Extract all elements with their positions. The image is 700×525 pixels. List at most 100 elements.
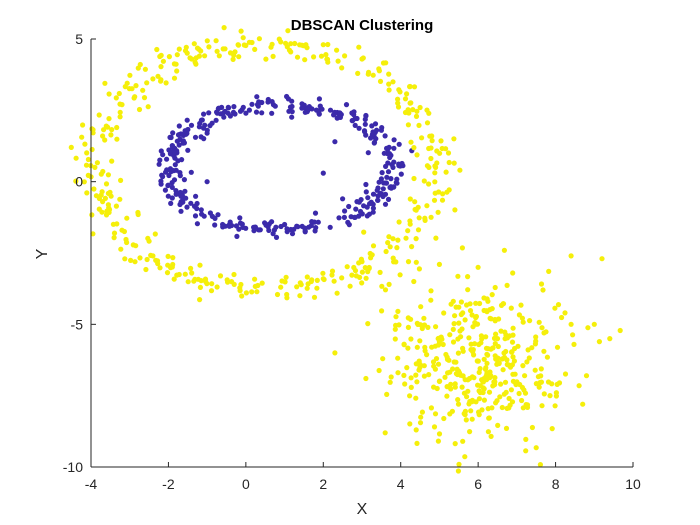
data-point-outer-ring <box>403 235 409 241</box>
data-point-inner <box>216 105 222 111</box>
data-point-blob <box>380 356 386 362</box>
data-point-blob <box>520 363 526 369</box>
data-point-outer-ring <box>386 234 392 240</box>
data-point-blob <box>484 360 490 366</box>
data-point-blob <box>460 438 466 444</box>
data-point-blob <box>379 308 385 314</box>
data-point-blob <box>490 345 496 351</box>
data-point-outer-ring <box>144 80 150 86</box>
data-point-blob <box>519 397 525 404</box>
data-point-outer-ring <box>393 259 399 265</box>
data-point-inner <box>201 111 207 117</box>
data-point-outer-ring <box>429 133 435 139</box>
data-point-blob <box>384 391 390 397</box>
data-point-outer-ring <box>170 255 176 261</box>
data-point-blob <box>526 355 532 361</box>
data-point-outer-ring <box>222 46 228 52</box>
data-point-inner <box>196 124 202 130</box>
data-point-outer-ring <box>113 203 119 209</box>
data-point-inner <box>378 127 384 133</box>
data-point-blob <box>509 399 516 405</box>
data-point-inner <box>316 96 322 102</box>
data-point-inner <box>207 123 213 129</box>
data-point-inner <box>176 142 182 148</box>
data-point-inner <box>165 182 171 188</box>
data-point-outer-ring <box>137 255 143 261</box>
data-point-inner <box>365 150 371 156</box>
data-point-outer-ring <box>105 202 111 208</box>
data-point-outer-ring <box>369 252 375 258</box>
data-point-blob <box>522 390 529 396</box>
data-point-outer-ring <box>394 245 400 251</box>
data-point-blob <box>476 396 482 402</box>
data-point-outer-ring <box>173 61 179 67</box>
data-point-blob <box>482 366 489 372</box>
data-point-blob <box>435 336 441 342</box>
data-point-outer-ring <box>302 57 308 63</box>
data-point-blob <box>495 422 501 428</box>
data-point-outer-ring <box>113 95 119 101</box>
data-point-inner <box>227 113 233 119</box>
data-point-outer-ring <box>438 138 444 144</box>
data-point-inner <box>349 110 355 116</box>
data-point-outer-ring <box>166 54 172 60</box>
data-point-blob <box>386 281 392 287</box>
data-point-outer-ring <box>145 104 151 110</box>
data-point-blob <box>520 319 526 325</box>
data-point-blob <box>458 334 464 340</box>
data-point-inner <box>239 221 245 227</box>
data-point-inner <box>353 206 359 212</box>
data-point-outer-ring <box>359 280 365 286</box>
data-point-blob <box>402 381 408 387</box>
data-point-inner <box>201 213 207 219</box>
data-point-blob <box>440 341 446 348</box>
data-point-blob <box>450 326 456 332</box>
data-point-inner <box>269 110 275 116</box>
data-point-blob <box>538 379 545 385</box>
data-point-outer-ring <box>249 39 255 46</box>
data-point-outer-ring <box>197 262 203 268</box>
data-point-outer-ring <box>314 277 320 283</box>
data-point-blob <box>536 319 542 325</box>
data-point-inner <box>188 200 194 206</box>
data-point-blob <box>436 261 442 267</box>
data-point-outer-ring <box>413 236 419 242</box>
y-tick-label: 5 <box>75 31 83 47</box>
data-point-blob <box>401 372 407 378</box>
data-point-outer-ring <box>380 60 387 66</box>
data-point-inner <box>198 207 204 213</box>
data-point-outer-ring <box>249 289 255 295</box>
data-point-outer-ring <box>428 155 434 162</box>
data-point-blob <box>501 247 507 253</box>
points-layer <box>68 25 623 474</box>
data-point-outer-ring <box>304 274 310 280</box>
data-point-blob <box>393 322 399 328</box>
data-point-outer-ring <box>397 272 403 278</box>
data-point-outer-ring <box>118 177 124 183</box>
data-point-outer-ring <box>174 272 180 278</box>
x-tick-label: 10 <box>625 476 641 492</box>
data-point-blob <box>502 379 509 385</box>
data-point-blob <box>421 363 427 369</box>
data-point-outer-ring <box>68 144 74 150</box>
data-point-outer-ring <box>318 53 325 59</box>
data-point-outer-ring <box>240 35 246 41</box>
data-point-outer-ring <box>359 56 365 62</box>
data-point-outer-ring <box>294 284 300 290</box>
data-point-blob <box>554 381 560 387</box>
data-point-blob <box>552 305 558 311</box>
y-tick-label: -10 <box>63 459 83 475</box>
data-point-inner <box>173 167 179 173</box>
data-point-blob <box>492 375 498 381</box>
data-point-inner <box>349 118 355 124</box>
data-point-blob <box>451 359 457 365</box>
data-point-outer-ring <box>103 123 109 129</box>
data-point-outer-ring <box>204 38 210 44</box>
data-point-blob <box>473 315 479 321</box>
data-point-blob <box>467 375 473 382</box>
data-point-inner <box>370 205 376 211</box>
data-point-blob <box>465 287 471 293</box>
data-point-outer-ring <box>405 107 411 113</box>
data-point-blob <box>539 325 545 331</box>
data-point-inner <box>362 121 368 127</box>
